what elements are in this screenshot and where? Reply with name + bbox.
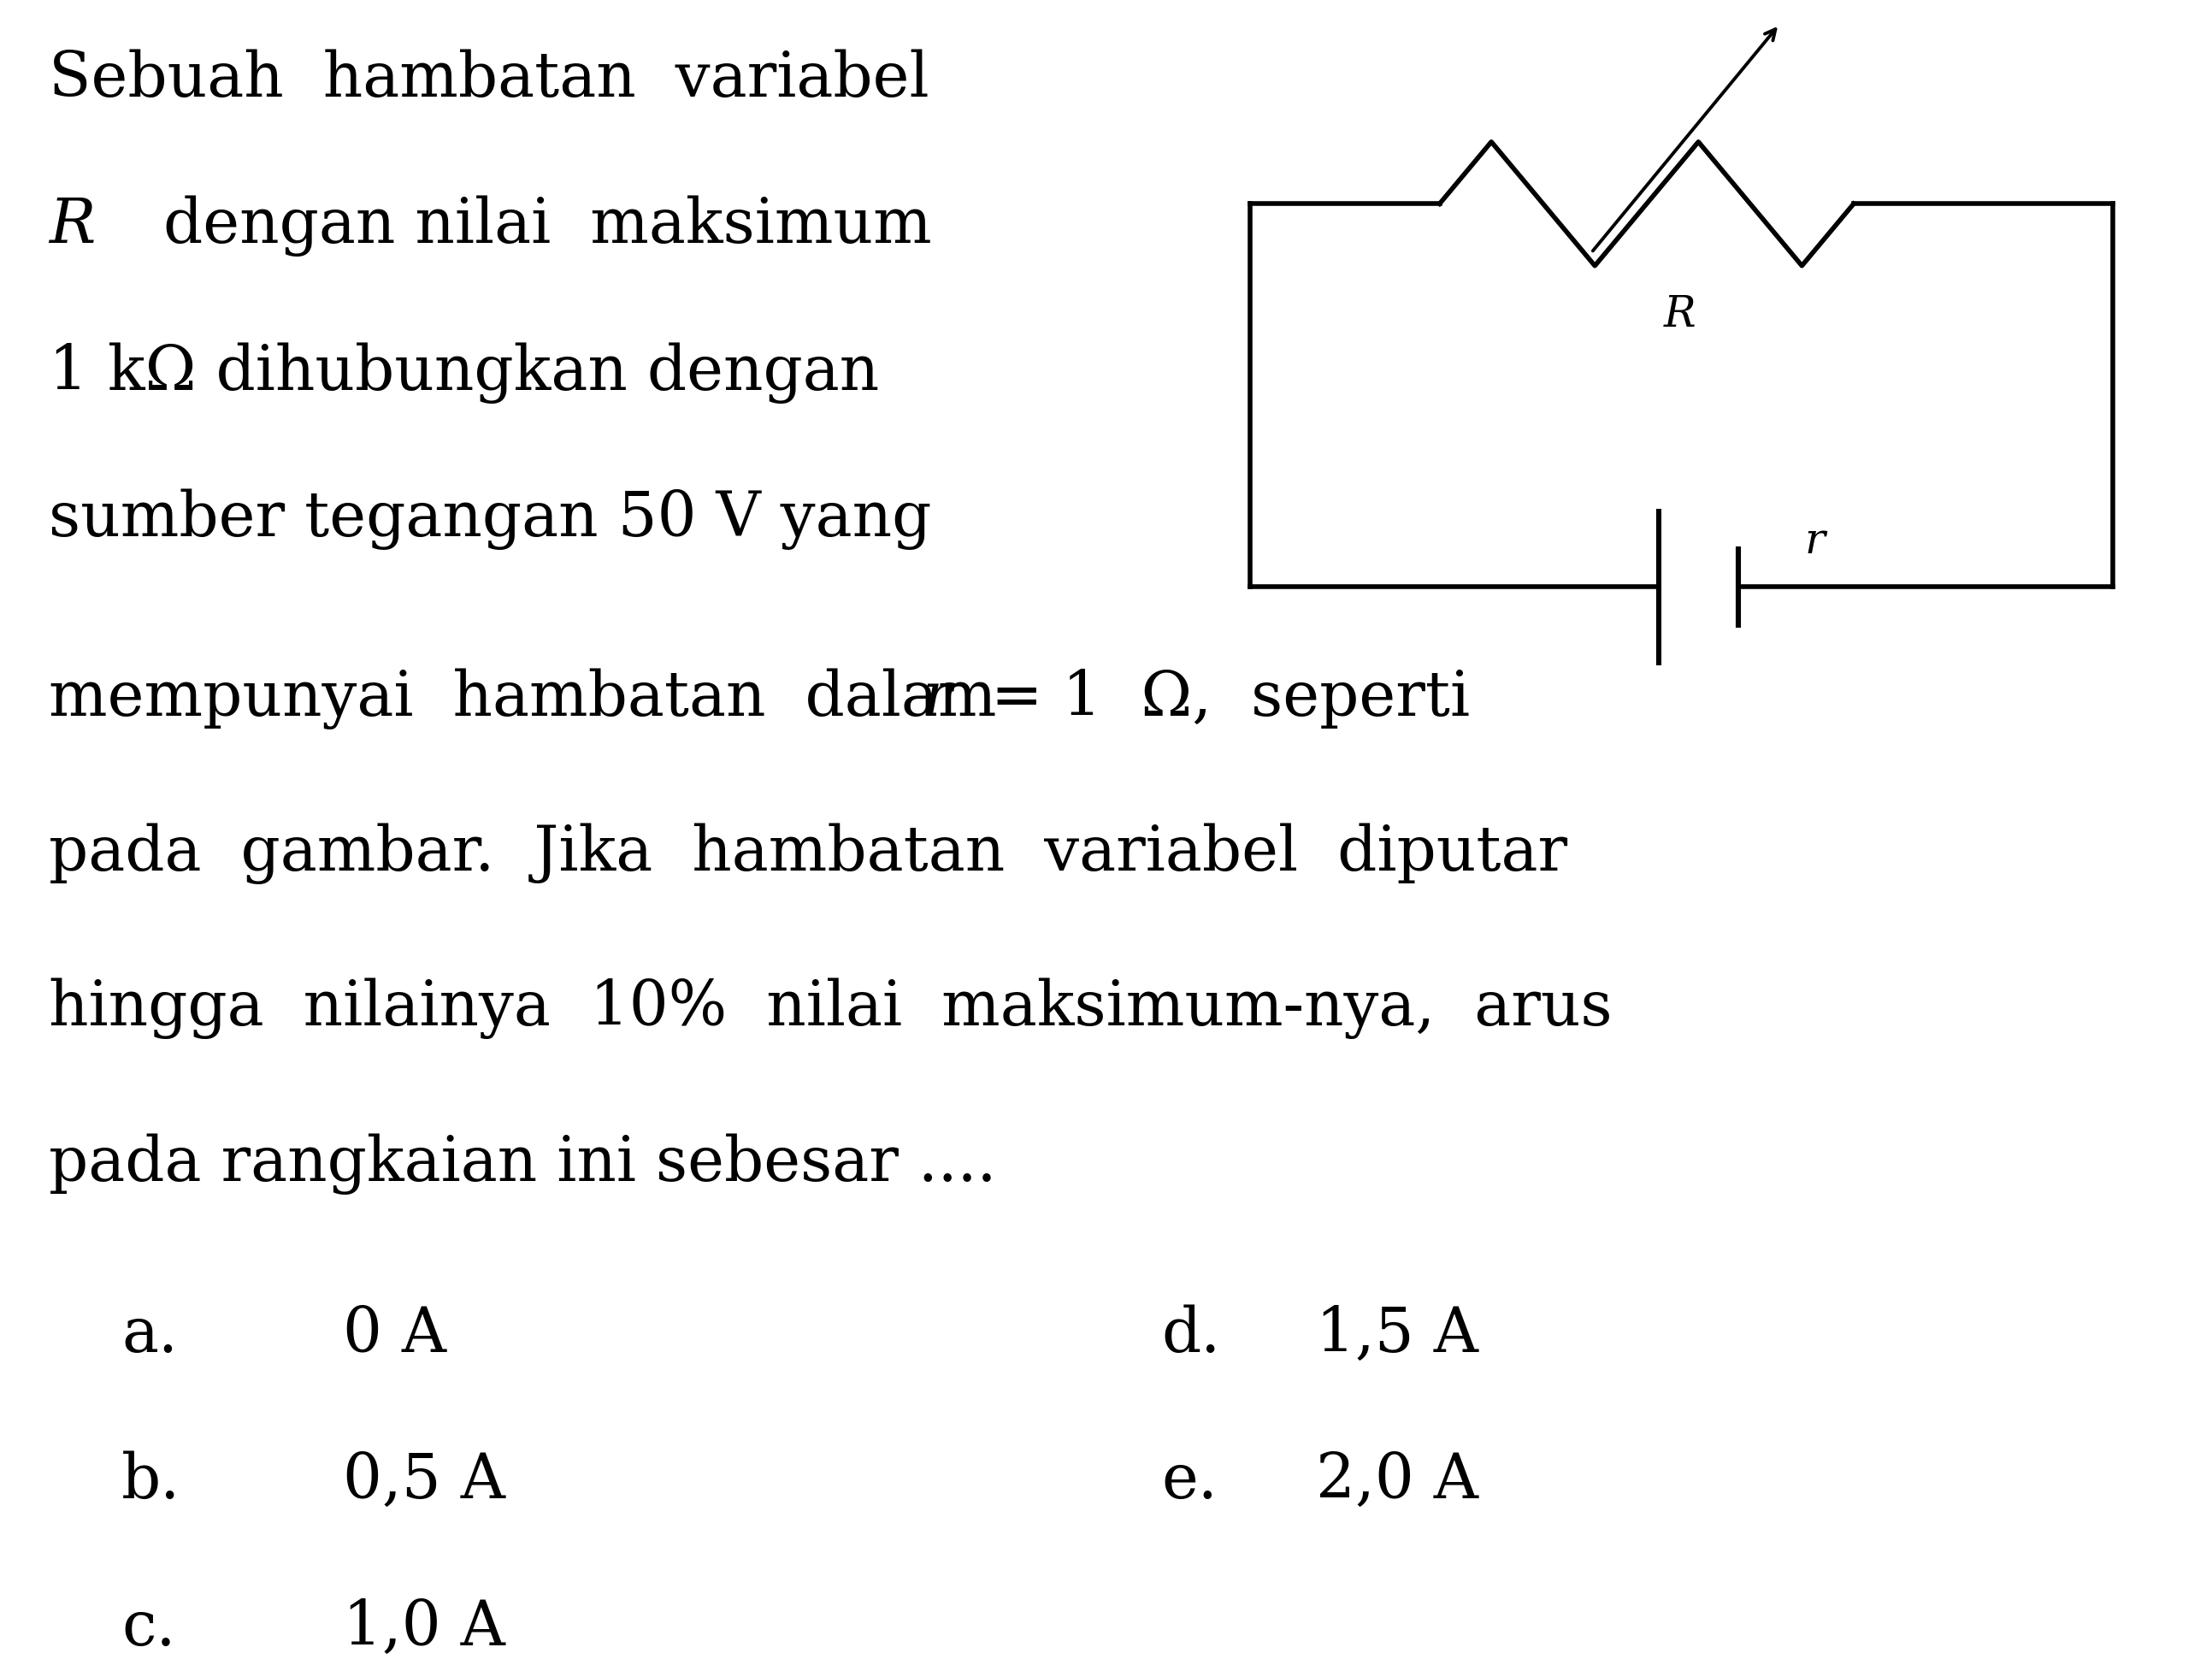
Text: b.: b. <box>122 1450 181 1512</box>
Text: c.: c. <box>122 1598 175 1658</box>
Text: Sebuah  hambatan  variabel: Sebuah hambatan variabel <box>49 48 929 110</box>
Text: r: r <box>922 668 951 729</box>
Text: pada  gambar.  Jika  hambatan  variabel  diputar: pada gambar. Jika hambatan variabel dipu… <box>49 823 1568 884</box>
Text: e.: e. <box>1161 1450 1217 1512</box>
Text: 1,0 A: 1,0 A <box>343 1598 504 1658</box>
Text: a.: a. <box>122 1304 177 1365</box>
Text: = 1  Ω,  seperti: = 1 Ω, seperti <box>971 668 1469 729</box>
Text: 0 A: 0 A <box>343 1304 447 1365</box>
Text: R: R <box>49 196 95 256</box>
Text: 2,0 A: 2,0 A <box>1316 1450 1478 1512</box>
Text: hingga  nilainya  10%  nilai  maksimum-nya,  arus: hingga nilainya 10% nilai maksimum-nya, … <box>49 979 1613 1039</box>
Text: d.: d. <box>1161 1304 1221 1365</box>
Text: sumber tegangan 50 V yang: sumber tegangan 50 V yang <box>49 490 931 549</box>
Text: 1,5 A: 1,5 A <box>1316 1304 1478 1365</box>
Text: 0,5 A: 0,5 A <box>343 1450 504 1512</box>
Text: mempunyai  hambatan  dalam: mempunyai hambatan dalam <box>49 668 1035 729</box>
Text: 1 kΩ dihubungkan dengan: 1 kΩ dihubungkan dengan <box>49 343 878 403</box>
Text: pada rangkaian ini sebesar ....: pada rangkaian ini sebesar .... <box>49 1134 995 1194</box>
Text: R: R <box>1663 293 1697 336</box>
Text: dengan nilai  maksimum: dengan nilai maksimum <box>164 196 931 256</box>
Text: r: r <box>1805 519 1825 563</box>
